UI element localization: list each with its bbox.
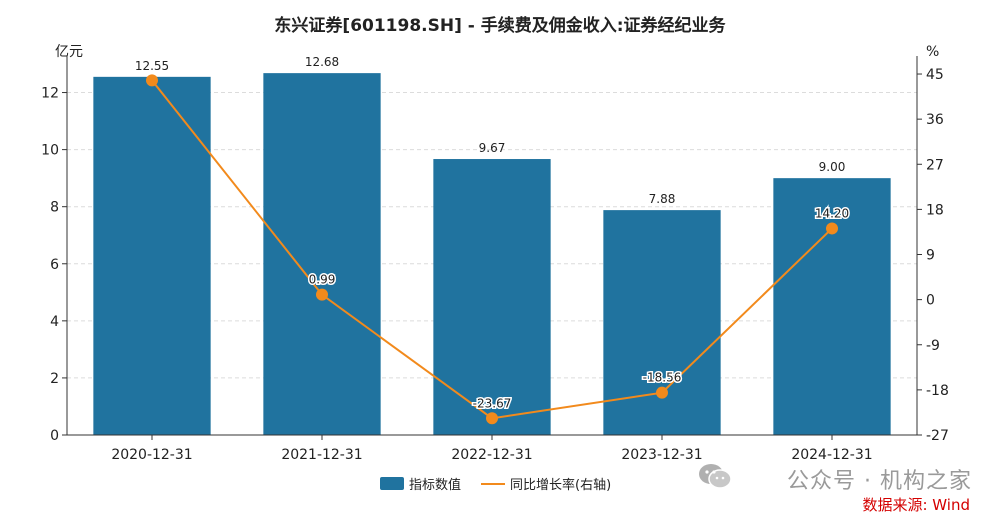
x-tick-label: 2020-12-31 xyxy=(111,447,192,463)
bar xyxy=(773,178,891,435)
growth-point xyxy=(146,74,158,87)
right-tick-label: -27 xyxy=(926,428,949,444)
chart-title: 东兴证券[601198.SH] - 手续费及佣金收入:证券经纪业务 xyxy=(274,15,726,36)
left-tick-label: 2 xyxy=(50,371,59,387)
bar-value-label: 7.88 xyxy=(649,192,676,206)
bar-series xyxy=(93,73,891,435)
right-axis-unit: % xyxy=(926,44,939,60)
axes: 0 2 4 6 8 10 12 -27 -18 -9 0 9 18 27 36 45 2020-12-31 202… xyxy=(41,56,949,463)
growth-value-label: -23.67 xyxy=(473,396,512,410)
legend-line-label: 同比增长率(右轴) xyxy=(510,477,611,493)
bar xyxy=(433,159,551,435)
right-tick-label: 27 xyxy=(926,157,944,173)
bar xyxy=(263,73,381,435)
wechat-icon xyxy=(699,464,732,489)
watermark: 公众号 · 机构之家 xyxy=(787,469,972,494)
line-series: 0.99 -23.67 -18.56 14.20 xyxy=(146,74,851,425)
growth-point xyxy=(486,412,498,425)
right-tick-label: 9 xyxy=(926,248,935,264)
bar xyxy=(93,76,211,435)
x-tick-label: 2023-12-31 xyxy=(621,447,702,463)
bar-value-label: 12.55 xyxy=(135,59,169,73)
left-tick-label: 6 xyxy=(50,257,59,273)
growth-point xyxy=(656,386,668,399)
left-tick-label: 12 xyxy=(41,86,59,102)
bar xyxy=(603,210,721,435)
x-tick-label: 2021-12-31 xyxy=(281,447,362,463)
bar-value-label: 12.68 xyxy=(305,55,339,69)
growth-value-label: 14.20 xyxy=(815,206,849,220)
growth-value-label: -18.56 xyxy=(643,371,682,385)
left-tick-label: 10 xyxy=(41,143,59,159)
left-axis-unit: 亿元 xyxy=(55,44,83,60)
bar-value-label: 9.67 xyxy=(479,141,506,155)
legend-bar-swatch xyxy=(380,477,404,490)
growth-value-label: 0.99 xyxy=(309,273,336,287)
data-source: 数据来源: Wind xyxy=(862,496,970,514)
growth-point xyxy=(316,288,328,301)
bar-labels: 12.55 12.68 9.67 7.88 9.00 xyxy=(135,55,846,206)
right-tick-label: 18 xyxy=(926,202,944,218)
right-tick-label: 45 xyxy=(926,67,944,83)
legend[interactable]: 指标数值 同比增长率(右轴) xyxy=(380,477,611,493)
growth-point xyxy=(826,222,838,235)
legend-bar-label: 指标数值 xyxy=(409,477,461,493)
x-tick-label: 2022-12-31 xyxy=(451,447,532,463)
x-tick-label: 2024-12-31 xyxy=(791,447,872,463)
right-tick-label: -9 xyxy=(926,338,940,354)
right-tick-label: -18 xyxy=(926,383,949,399)
right-tick-label: 36 xyxy=(926,112,944,128)
left-tick-label: 4 xyxy=(50,314,59,330)
right-tick-label: 0 xyxy=(926,293,935,309)
bar-value-label: 9.00 xyxy=(819,160,846,174)
left-tick-label: 0 xyxy=(50,428,59,444)
left-tick-label: 8 xyxy=(50,200,59,216)
